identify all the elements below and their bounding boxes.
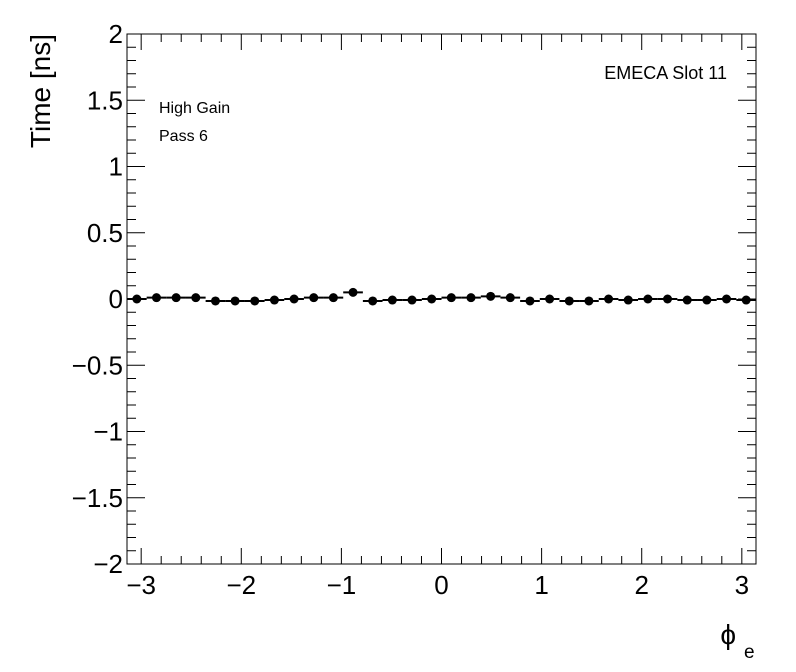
data-point xyxy=(309,293,319,303)
data-point xyxy=(466,293,476,303)
data-point xyxy=(210,296,220,306)
x-tick-label: 0 xyxy=(434,570,448,600)
data-point xyxy=(486,291,496,301)
annotation-pass: Pass 6 xyxy=(159,128,208,145)
axis-ticks xyxy=(127,33,756,565)
data-point xyxy=(643,294,653,304)
data-point xyxy=(132,294,142,304)
data-point xyxy=(545,294,555,304)
data-point xyxy=(505,293,515,303)
data-point xyxy=(407,295,417,305)
x-axis-title-subscript: e xyxy=(744,642,755,663)
x-tick-label: 2 xyxy=(634,570,648,600)
annotation-top-right: EMECA Slot 11 xyxy=(604,63,727,83)
y-tick-label: 1 xyxy=(109,152,123,182)
y-tick-label: −1 xyxy=(93,417,123,447)
data-point xyxy=(269,295,279,305)
data-point xyxy=(564,296,574,306)
data-point xyxy=(702,295,712,305)
data-point xyxy=(427,294,437,304)
y-axis-title: Time [ns] xyxy=(25,34,56,148)
data-point xyxy=(230,296,240,306)
data-point xyxy=(741,295,751,305)
data-point xyxy=(368,296,378,306)
y-tick-label: −0.5 xyxy=(72,350,123,380)
data-point xyxy=(171,293,181,303)
data-point xyxy=(623,295,633,305)
data-point xyxy=(151,293,161,303)
x-tick-label: −1 xyxy=(327,570,357,600)
data-point xyxy=(525,296,535,306)
data-points xyxy=(127,287,756,306)
data-point xyxy=(682,295,692,305)
y-tick-label: −2 xyxy=(93,549,123,579)
annotation-gain: High Gain xyxy=(159,100,230,117)
data-point xyxy=(348,287,358,297)
y-tick-label: 2 xyxy=(109,19,123,49)
data-point xyxy=(722,294,732,304)
x-tick-label: 3 xyxy=(735,570,749,600)
data-point xyxy=(446,293,456,303)
x-tick-label: −2 xyxy=(226,570,256,600)
y-tick-label: −1.5 xyxy=(72,483,123,513)
y-tick-label: 0 xyxy=(109,284,123,314)
x-axis-title: ϕ xyxy=(720,619,736,650)
y-tick-label: 0.5 xyxy=(87,218,123,248)
data-point xyxy=(250,296,260,306)
data-point xyxy=(387,295,397,305)
data-point xyxy=(328,293,338,303)
x-tick-label: −3 xyxy=(126,570,156,600)
data-point xyxy=(191,293,201,303)
data-point xyxy=(663,294,673,304)
data-point xyxy=(289,294,299,304)
y-tick-label: 1.5 xyxy=(87,85,123,115)
x-axis-title-main: ϕ xyxy=(720,619,736,650)
data-point xyxy=(604,294,614,304)
x-tick-label: 1 xyxy=(534,570,548,600)
data-point xyxy=(584,296,594,306)
axis-tick-labels: −3 −2 −1 0 1 2 3−2−1.5−1−0.500.511.52 xyxy=(72,19,749,600)
